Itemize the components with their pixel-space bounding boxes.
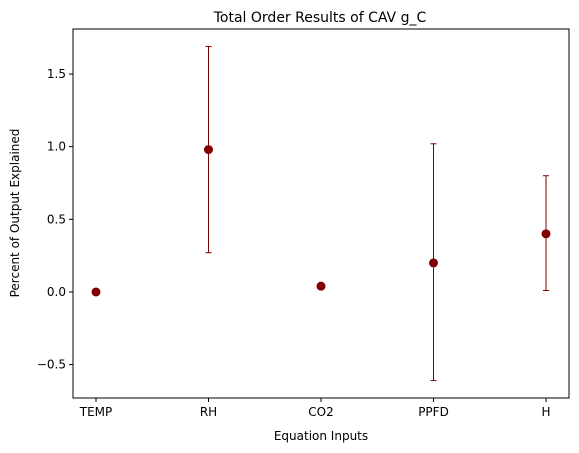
error-bars xyxy=(205,45,549,382)
data-point xyxy=(204,145,213,155)
y-axis-label: Percent of Output Explained xyxy=(8,129,22,298)
y-axis: −0.5 0.0 0.5 1.0 1.5 xyxy=(37,67,73,372)
chart-title: Total Order Results of CAV g_C xyxy=(213,10,427,26)
x-tick-label: RH xyxy=(200,405,217,419)
x-tick-label: TEMP xyxy=(79,405,113,419)
x-tick-label: H xyxy=(541,405,550,419)
data-point xyxy=(91,287,101,297)
data-point xyxy=(541,229,551,239)
y-tick-label: −0.5 xyxy=(37,358,66,372)
y-tick-label: 1.5 xyxy=(47,67,66,81)
data-point xyxy=(429,258,438,268)
y-tick-label: 1.0 xyxy=(47,140,66,154)
x-tick-label: CO2 xyxy=(308,405,333,419)
x-tick-label: PPFD xyxy=(418,405,449,419)
x-axis: TEMP RH CO2 PPFD H xyxy=(79,398,551,419)
y-tick-label: 0.0 xyxy=(47,285,66,299)
y-tick-label: 0.5 xyxy=(47,212,66,226)
data-points xyxy=(91,145,551,297)
data-point xyxy=(316,281,326,291)
x-axis-label: Equation Inputs xyxy=(274,429,368,443)
plot-frame xyxy=(72,28,570,399)
